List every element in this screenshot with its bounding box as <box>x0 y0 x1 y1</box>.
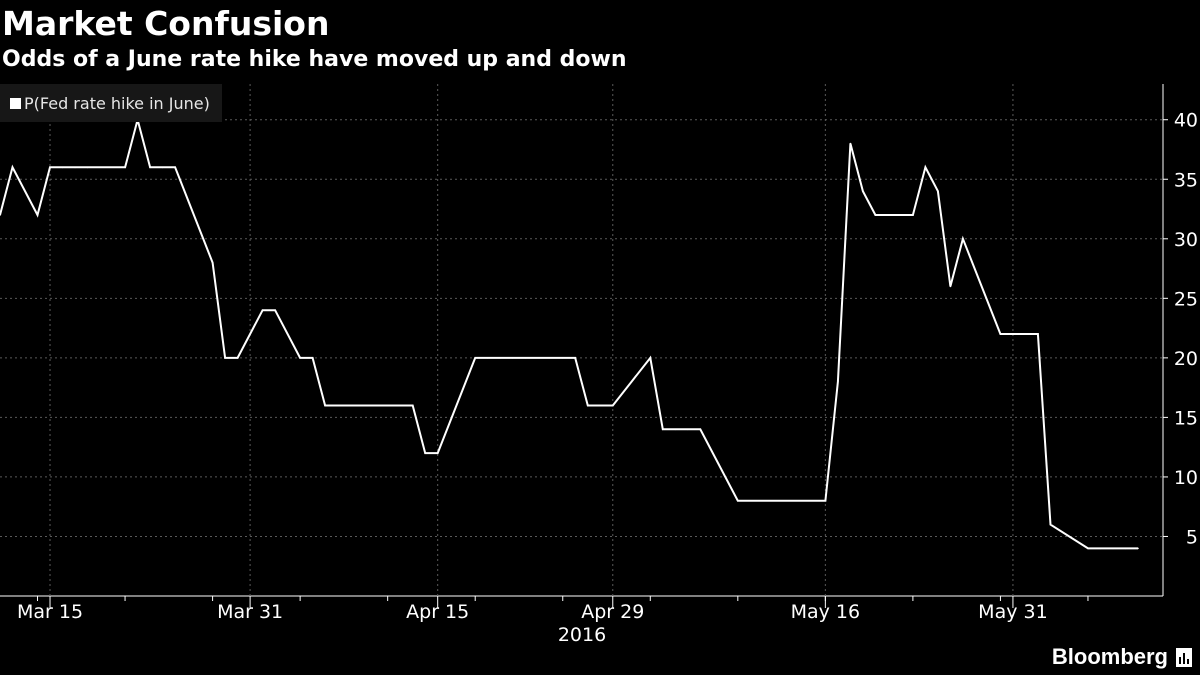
data-point <box>561 357 564 359</box>
y-tick-label: 20 <box>1174 348 1198 370</box>
data-point <box>386 404 389 407</box>
legend-swatch <box>10 97 21 109</box>
data-point <box>787 499 789 502</box>
data-point <box>574 357 577 359</box>
series-line <box>0 115 1138 550</box>
data-point <box>411 404 414 407</box>
data-point <box>211 261 214 264</box>
data-point <box>611 404 614 407</box>
data-point <box>224 357 226 359</box>
data-point <box>311 357 314 359</box>
data-point <box>686 428 689 431</box>
data-point <box>661 428 664 431</box>
data-point <box>1112 547 1114 550</box>
chart-title: Market Confusion <box>2 4 330 43</box>
data-point <box>762 499 764 502</box>
data-point <box>924 166 927 169</box>
x-tick-label: May 31 <box>978 601 1048 623</box>
data-point <box>1099 547 1102 550</box>
data-point <box>324 404 326 407</box>
y-tick-label: 25 <box>1174 288 1198 310</box>
data-point <box>499 357 502 359</box>
data-point <box>474 357 477 359</box>
data-point <box>1137 547 1139 550</box>
data-point <box>299 357 301 359</box>
y-tick-label: 15 <box>1174 407 1198 429</box>
data-point <box>1087 547 1089 550</box>
legend-label: P(Fed rate hike in June) <box>24 93 210 113</box>
bloomberg-logo: Bloomberg <box>1051 644 1168 669</box>
y-tick-label: 40 <box>1174 110 1198 132</box>
data-point <box>949 285 952 288</box>
data-point <box>424 452 426 454</box>
chart-subtitle: Odds of a June rate hike have moved up a… <box>2 47 627 72</box>
data-point <box>674 428 677 431</box>
data-point <box>737 499 739 502</box>
y-tick-label: 10 <box>1174 467 1198 489</box>
data-point <box>174 166 176 169</box>
data-point <box>236 357 239 359</box>
x-tick-label: Apr 29 <box>581 601 644 623</box>
data-point <box>849 142 852 145</box>
data-point <box>837 380 839 383</box>
data-point <box>11 166 14 169</box>
data-point <box>399 404 401 407</box>
data-point <box>1024 333 1027 335</box>
data-point <box>436 452 439 454</box>
y-tick-label: 30 <box>1174 229 1198 251</box>
data-point <box>1049 523 1052 526</box>
data-point <box>962 237 964 240</box>
data-point <box>49 166 51 169</box>
data-point <box>511 357 514 359</box>
data-point <box>999 333 1002 335</box>
data-point <box>824 499 827 502</box>
data-point <box>912 214 914 216</box>
x-tick-label: May 16 <box>791 601 861 623</box>
data-point <box>862 190 864 192</box>
data-point <box>274 309 276 312</box>
data-point <box>149 166 151 169</box>
data-point <box>1124 547 1127 550</box>
data-point <box>261 309 264 312</box>
data-point <box>161 166 164 169</box>
data-point <box>0 214 1 216</box>
data-point <box>599 404 602 407</box>
x-tick-label: Mar 15 <box>17 601 83 623</box>
data-point <box>74 166 76 169</box>
y-tick-label: 35 <box>1174 169 1198 191</box>
data-point <box>874 214 877 216</box>
data-point <box>774 499 777 502</box>
data-point <box>937 190 939 192</box>
data-point <box>124 166 126 169</box>
data-point <box>1037 333 1039 335</box>
data-point <box>649 357 652 359</box>
data-point <box>586 404 589 407</box>
x-tick-label: Apr 15 <box>406 601 469 623</box>
data-point <box>524 357 527 359</box>
data-point <box>349 404 351 407</box>
x-axis-label: 2016 <box>558 624 606 646</box>
x-tick-label: Mar 31 <box>217 601 283 623</box>
data-point <box>61 166 64 169</box>
y-tick-label: 5 <box>1186 526 1198 548</box>
data-point <box>1012 333 1014 335</box>
data-point <box>486 357 489 359</box>
data-point <box>699 428 702 431</box>
bloomberg-bars-icon <box>1176 648 1192 667</box>
data-point <box>749 499 752 502</box>
data-point <box>36 214 39 216</box>
data-point <box>86 166 89 169</box>
chart-legend: P(Fed rate hike in June) <box>0 84 222 122</box>
data-point <box>336 404 339 407</box>
